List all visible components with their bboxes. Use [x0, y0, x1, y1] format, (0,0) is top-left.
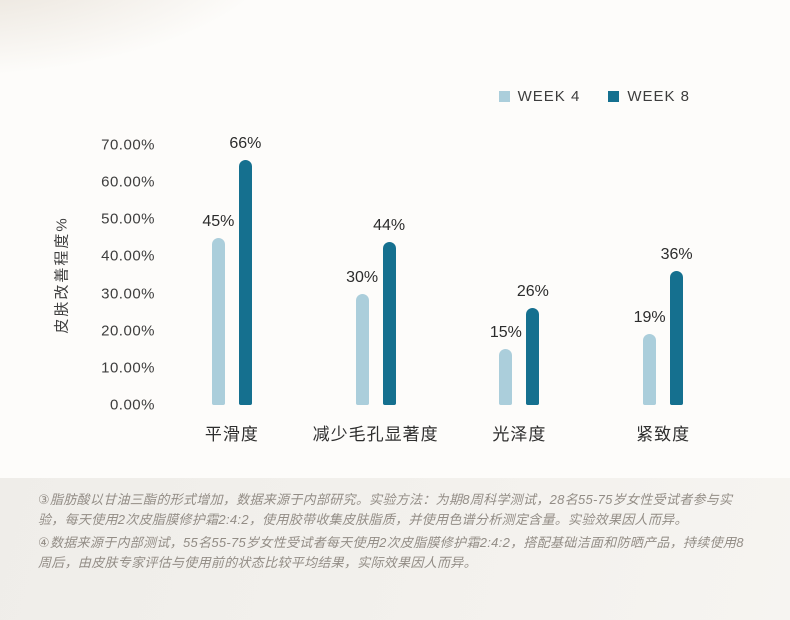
x-axis-labels: 平滑度 减少毛孔显著度 光泽度 紧致度: [160, 420, 735, 445]
y-axis-ticks: 70.00% 60.00% 50.00% 40.00% 30.00% 20.00% 10.0…: [60, 137, 155, 414]
bar-week4: [355, 293, 369, 405]
bar-week8: [670, 271, 684, 405]
bar-wrap: 26%: [517, 145, 549, 405]
bar-value-label: 45%: [202, 212, 235, 230]
week8-swatch-icon: [608, 91, 620, 102]
y-axis-tick: 50.00%: [101, 210, 155, 228]
y-axis-tick: 10.00%: [101, 359, 155, 377]
legend-item-week8: WEEK 8: [608, 88, 690, 105]
x-axis-label: 减少毛孔显著度: [312, 425, 439, 444]
bar-value-label: 30%: [346, 268, 379, 286]
bar-week4: [643, 334, 657, 405]
chart-legend: WEEK 4 WEEK 8: [498, 88, 690, 105]
bar-wrap: 30%: [346, 145, 378, 405]
y-axis-tick: 70.00%: [101, 136, 155, 154]
legend-label-week8: WEEK 8: [627, 88, 690, 105]
footnote-3: ③脂肪酸以甘油三酯的形式增加，数据来源于内部研究。实验方法：为期8周科学测试，2…: [38, 492, 733, 528]
y-axis-tick: 40.00%: [101, 247, 155, 265]
y-axis-tick: 60.00%: [101, 173, 155, 191]
bar-value-label: 15%: [489, 324, 522, 342]
x-axis-label: 紧致度: [636, 425, 691, 444]
bar-week8: [238, 159, 252, 405]
x-axis-label: 光泽度: [492, 425, 547, 444]
bar-group: 15% 26%: [448, 145, 592, 405]
bar-wrap: 15%: [490, 145, 522, 405]
bar-wrap: 44%: [373, 145, 405, 405]
bar-group: 19% 36%: [591, 145, 735, 405]
y-axis-tick: 20.00%: [101, 322, 155, 340]
footnotes-section: ③脂肪酸以甘油三酯的形式增加，数据来源于内部研究。实验方法：为期8周科学测试，2…: [0, 478, 790, 620]
week4-swatch-icon: [498, 91, 510, 102]
bar-week8: [526, 308, 540, 405]
bar-wrap: 66%: [229, 135, 261, 405]
bar-value-label: 19%: [633, 309, 666, 327]
bar-week8: [382, 241, 396, 405]
bar-week4: [499, 349, 513, 405]
bar-group: 30% 44%: [304, 145, 448, 405]
footnote-4: ④数据来源于内部测试，55名55-75岁女性受试者每天使用2次皮脂膜修护霜2:4…: [38, 535, 744, 571]
bar-wrap: 36%: [661, 145, 693, 405]
bar-value-label: 26%: [516, 283, 549, 301]
bar-wrap: 45%: [202, 145, 234, 405]
x-axis-label: 平滑度: [204, 425, 259, 444]
y-axis-tick: 30.00%: [101, 285, 155, 303]
y-axis-tick: 0.00%: [109, 396, 155, 414]
bar-value-label: 36%: [660, 246, 693, 264]
plot-area: 45% 66% 30% 44% 15% 26% 19% 36%: [160, 135, 735, 405]
bar-week4: [211, 237, 225, 405]
bar-value-label: 44%: [373, 216, 406, 234]
bar-wrap: 19%: [634, 145, 666, 405]
legend-item-week4: WEEK 4: [498, 88, 581, 105]
legend-label-week4: WEEK 4: [517, 88, 581, 105]
bar-value-label: 66%: [229, 134, 262, 152]
bar-group: 45% 66%: [160, 135, 304, 405]
